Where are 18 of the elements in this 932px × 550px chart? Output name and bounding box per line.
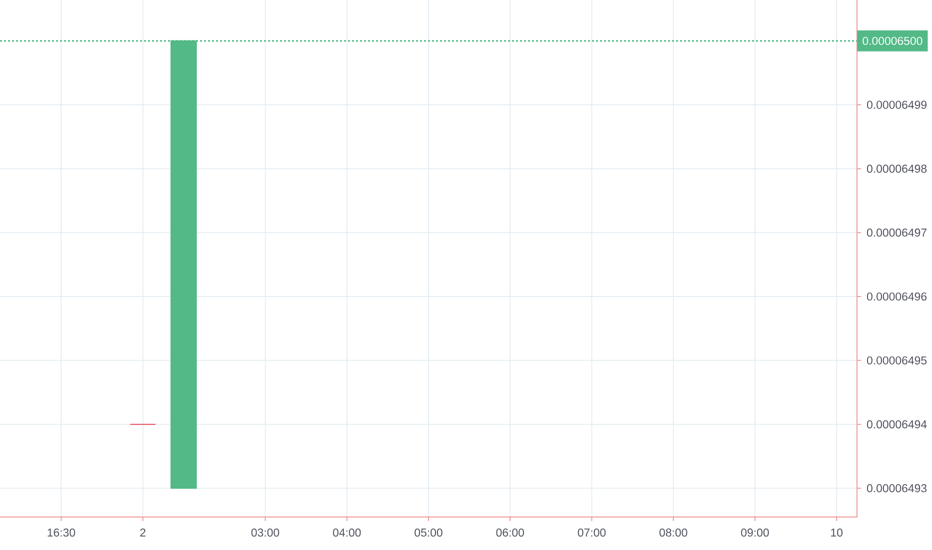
y-tick-label: 0.00006494 — [866, 420, 927, 428]
x-tick-label: 03:00 — [251, 528, 280, 537]
x-tick-label: 09:00 — [741, 528, 769, 537]
x-tick-label: 05:00 — [414, 528, 442, 537]
x-tick-label: 16:30 — [48, 528, 76, 537]
ref-line-label: 0.00006500 — [862, 36, 922, 45]
y-tick-label: 0.00006495 — [866, 356, 927, 364]
y-tick-label: 0.00006499 — [866, 100, 927, 109]
y-tick-label: 0.00006498 — [866, 164, 927, 173]
y-tick-label: 0.00006493 — [866, 484, 927, 492]
y-tick-label: 0.00006496 — [866, 292, 927, 301]
x-tick-label: 07:00 — [578, 528, 606, 537]
x-tick-label: 08:00 — [659, 528, 688, 537]
x-tick-label: 2 — [140, 528, 146, 537]
x-tick-label: 10 — [831, 528, 843, 537]
x-tick-label: 04:00 — [333, 528, 361, 537]
x-tick-label: 06:00 — [496, 528, 524, 537]
y-tick-label: 0.00006497 — [866, 228, 926, 237]
